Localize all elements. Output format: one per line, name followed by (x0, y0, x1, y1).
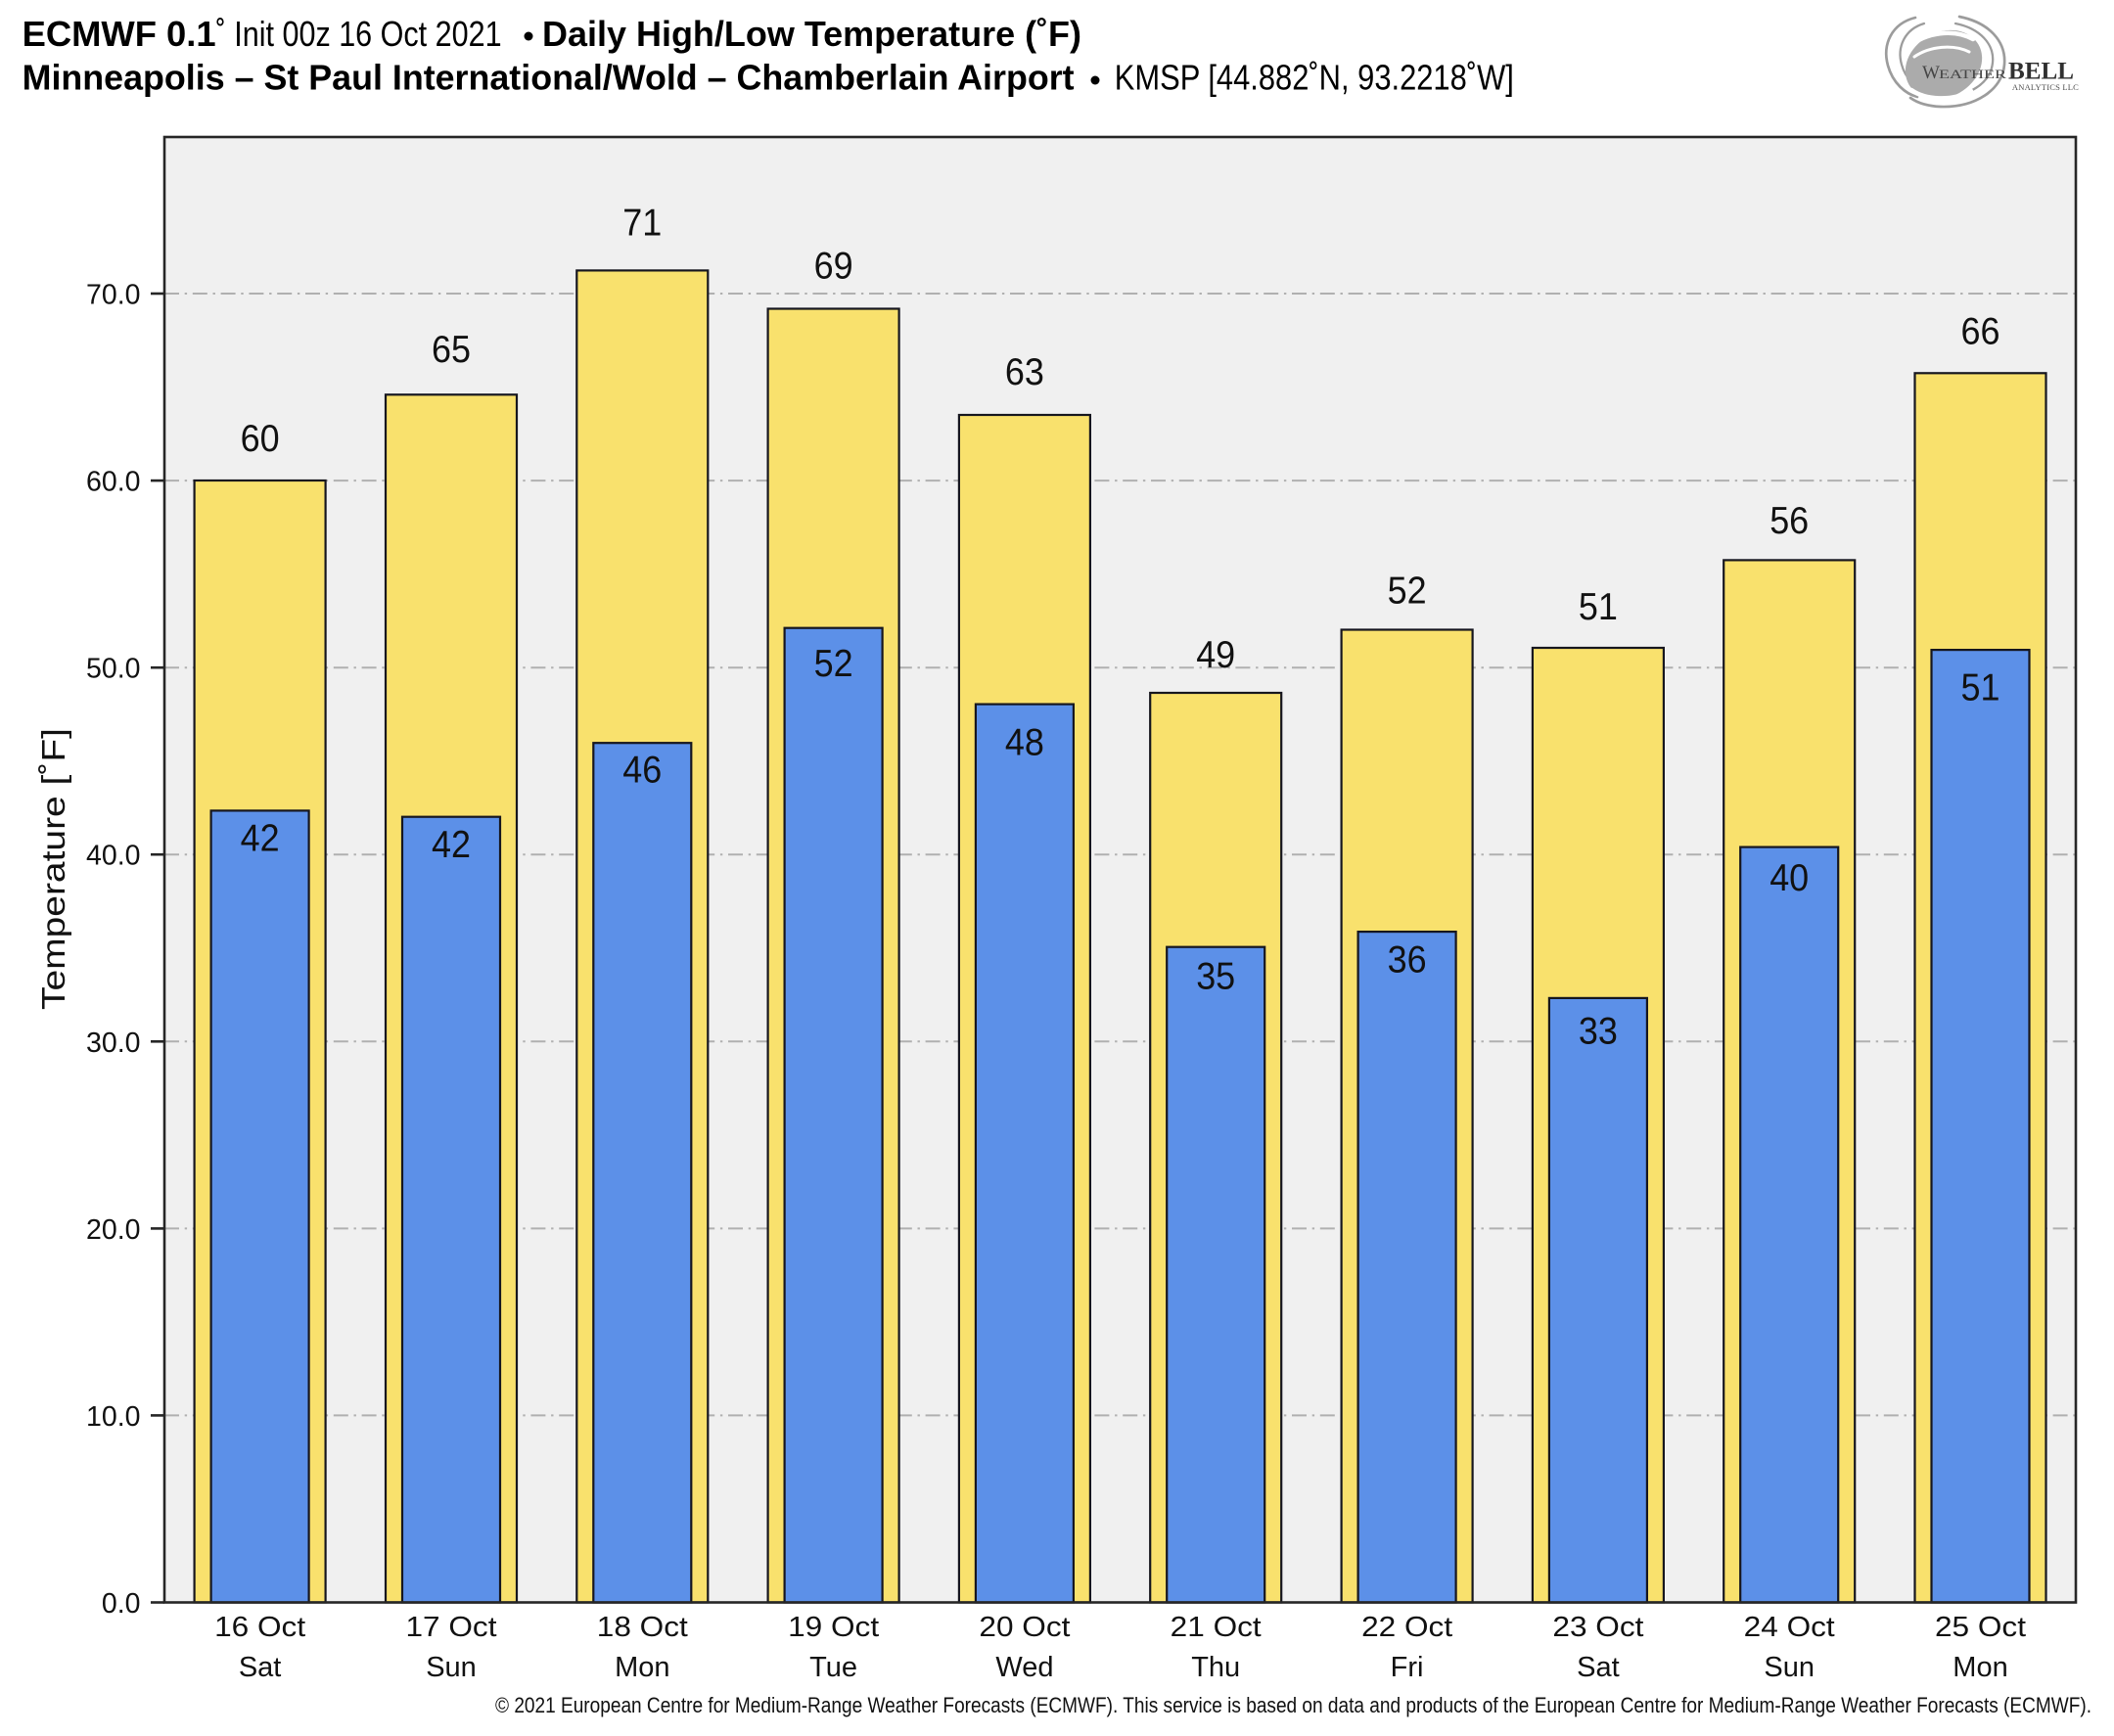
svg-text:70.0: 70.0 (86, 280, 140, 311)
svg-text:22 Oct: 22 Oct (1361, 1612, 1452, 1643)
svg-text:36: 36 (1388, 938, 1427, 981)
svg-text:17 Oct: 17 Oct (406, 1612, 497, 1643)
svg-text:Sun: Sun (1764, 1652, 1815, 1683)
svg-text:23 Oct: 23 Oct (1552, 1612, 1643, 1643)
svg-text:24 Oct: 24 Oct (1744, 1612, 1835, 1643)
svg-text:52: 52 (814, 643, 853, 685)
svg-text:60.0: 60.0 (86, 467, 140, 498)
svg-text:BELL: BELL (2008, 59, 2074, 85)
svg-text:Sun: Sun (426, 1652, 477, 1683)
svg-text:Minneapolis – St Paul Internat: Minneapolis – St Paul International/Wold… (23, 58, 1075, 98)
svg-text:49: 49 (1196, 634, 1235, 676)
svg-text:Sat: Sat (239, 1652, 282, 1683)
svg-text:Tue: Tue (809, 1652, 857, 1683)
svg-text:16 Oct: 16 Oct (214, 1612, 305, 1643)
svg-text:18 Oct: 18 Oct (597, 1612, 688, 1643)
svg-text:40.0: 40.0 (86, 841, 140, 872)
svg-text:42: 42 (241, 818, 280, 860)
svg-text:20 Oct: 20 Oct (979, 1612, 1070, 1643)
svg-text:69: 69 (814, 246, 853, 288)
svg-text:63: 63 (1005, 351, 1044, 393)
svg-text:Mon: Mon (615, 1652, 669, 1683)
svg-text:42: 42 (432, 824, 471, 866)
svg-text:52: 52 (1388, 570, 1427, 612)
svg-text:51: 51 (1579, 586, 1618, 628)
svg-text:Daily High/Low Temperature (˚F: Daily High/Low Temperature (˚F) (542, 14, 1081, 54)
svg-text:48: 48 (1005, 722, 1044, 764)
svg-text:W: W (1922, 63, 1940, 83)
svg-text:10.0: 10.0 (86, 1401, 140, 1433)
svg-text:KMSP [44.882˚N, 93.2218˚W]: KMSP [44.882˚N, 93.2218˚W] (1115, 58, 1514, 98)
svg-text:40: 40 (1769, 857, 1809, 899)
svg-text:ECMWF 0.1˚ Init 00z 16 Oct 202: ECMWF 0.1˚ Init 00z 16 Oct 2021 (23, 14, 502, 54)
svg-text:Thu: Thu (1191, 1652, 1240, 1683)
svg-text:30.0: 30.0 (86, 1028, 140, 1059)
svg-text:Temperature [˚F]: Temperature [˚F] (35, 728, 71, 1010)
svg-text:71: 71 (622, 203, 662, 245)
svg-text:21 Oct: 21 Oct (1171, 1612, 1262, 1643)
svg-text:60: 60 (241, 418, 280, 460)
svg-text:46: 46 (622, 750, 662, 792)
svg-text:51: 51 (1961, 666, 2000, 708)
svg-text:25 Oct: 25 Oct (1935, 1612, 2026, 1643)
svg-text:Fri: Fri (1391, 1652, 1424, 1683)
svg-text:ANALYTICS LLC: ANALYTICS LLC (2012, 82, 2079, 92)
svg-text:© 2021 European Centre for Med: © 2021 European Centre for Medium-Range … (495, 1693, 2091, 1717)
svg-text:19 Oct: 19 Oct (788, 1612, 879, 1643)
svg-text:33: 33 (1579, 1010, 1618, 1052)
svg-text:EATHER: EATHER (1939, 68, 2007, 81)
svg-text:20.0: 20.0 (86, 1214, 140, 1246)
svg-text:50.0: 50.0 (86, 654, 140, 685)
svg-text:35: 35 (1196, 955, 1235, 997)
svg-text:Wed: Wed (995, 1652, 1053, 1683)
svg-text:0.0: 0.0 (102, 1588, 141, 1620)
svg-text:Mon: Mon (1953, 1652, 2007, 1683)
svg-text:56: 56 (1769, 500, 1809, 542)
svg-text:65: 65 (432, 329, 471, 371)
svg-text:66: 66 (1961, 310, 2000, 352)
svg-text:Sat: Sat (1577, 1652, 1620, 1683)
